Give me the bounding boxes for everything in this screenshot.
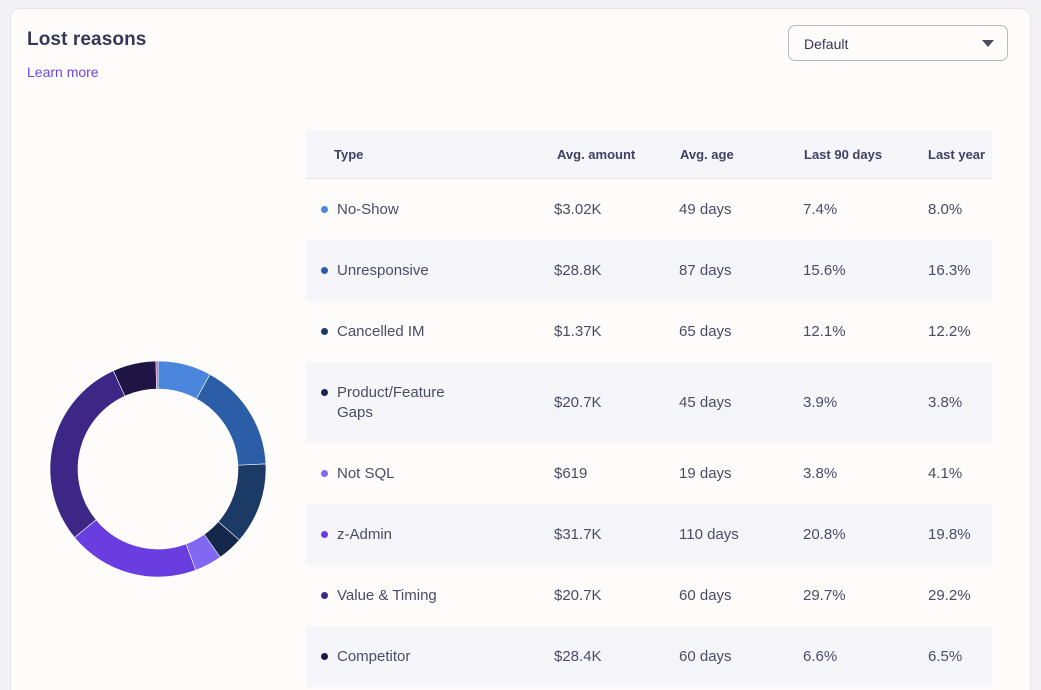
avg-amount-cell: $31.7K <box>554 526 602 543</box>
last-90-days-cell: 6.6% <box>803 648 838 665</box>
table-row[interactable]: No-Show $3.02K 49 days 7.4% 8.0% <box>306 179 992 240</box>
last-90-days-cell: 20.8% <box>803 526 846 543</box>
table-row[interactable]: Product/Feature Gaps $20.7K 45 days 3.9% 3.8… <box>306 362 992 443</box>
lost-reasons-donut-chart <box>49 360 267 578</box>
avg-amount-cell: $1.37K <box>554 323 602 340</box>
last-90-days-cell: 15.6% <box>803 262 846 279</box>
last-90-days-cell: 12.1% <box>803 323 846 340</box>
learn-more-link[interactable]: Learn more <box>27 64 99 80</box>
avg-amount-cell: $28.8K <box>554 262 602 279</box>
table-row[interactable]: Value & Timing $20.7K 60 days 29.7% 29.2% <box>306 565 992 626</box>
donut-slice-unresponsive[interactable] <box>196 373 267 466</box>
avg-amount-cell: $20.7K <box>554 394 602 411</box>
card-title: Lost reasons <box>27 29 147 50</box>
legend-dot-icon <box>321 206 328 213</box>
lost-reasons-card: Lost reasons Learn more Default Type Avg… <box>10 8 1031 690</box>
donut-slice-value-timing[interactable] <box>49 370 126 538</box>
table-row[interactable]: z-Admin $31.7K 110 days 20.8% 19.8% <box>306 504 992 565</box>
legend-dot-icon <box>321 470 328 477</box>
donut-slice-z-admin[interactable] <box>74 519 197 578</box>
type-label: Cancelled IM <box>337 323 425 340</box>
donut-slice-other[interactable] <box>155 360 159 390</box>
type-label: Unresponsive <box>337 262 429 279</box>
table-row[interactable]: Competitor $28.4K 60 days 6.6% 6.5% <box>306 626 992 687</box>
last-90-days-cell: 3.8% <box>803 465 838 482</box>
legend-dot-icon <box>321 389 328 396</box>
type-cell: Value & Timing <box>321 586 471 606</box>
header-last-90-days: Last 90 days <box>804 147 883 162</box>
avg-age-cell: 60 days <box>679 587 732 604</box>
avg-amount-cell: $28.4K <box>554 648 602 665</box>
view-select-value: Default <box>804 36 849 52</box>
caret-down-icon <box>982 40 994 47</box>
type-label: Value & Timing <box>337 587 437 604</box>
avg-age-cell: 65 days <box>679 323 732 340</box>
header-last-year: Last year <box>928 147 986 162</box>
last-year-cell: 8.0% <box>928 201 963 218</box>
last-90-days-cell: 7.4% <box>803 201 838 218</box>
table-row[interactable]: Cancelled IM $1.37K 65 days 12.1% 12.2% <box>306 301 992 362</box>
last-90-days-cell: 29.7% <box>803 587 846 604</box>
avg-age-cell: 49 days <box>679 201 732 218</box>
last-year-cell: 4.1% <box>928 465 963 482</box>
avg-age-cell: 19 days <box>679 465 732 482</box>
header-avg-age: Avg. age <box>680 147 734 162</box>
legend-dot-icon <box>321 653 328 660</box>
avg-age-cell: 60 days <box>679 648 732 665</box>
view-select[interactable]: Default <box>788 25 1008 61</box>
legend-dot-icon <box>321 531 328 538</box>
header-type: Type <box>334 147 364 162</box>
type-cell: Product/Feature Gaps <box>321 383 471 423</box>
type-cell: Not SQL <box>321 464 471 484</box>
type-cell: Cancelled IM <box>321 322 471 342</box>
last-year-cell: 16.3% <box>928 262 971 279</box>
lost-reasons-table: Type Avg. amount Avg. age Last 90 days L… <box>306 130 992 687</box>
type-cell: No-Show <box>321 200 471 220</box>
type-label: z-Admin <box>337 526 393 543</box>
table-body: No-Show $3.02K 49 days 7.4% 8.0% Unresponsive… <box>306 179 992 687</box>
legend-dot-icon <box>321 328 328 335</box>
table-header-row: Type Avg. amount Avg. age Last 90 days L… <box>306 130 992 179</box>
avg-amount-cell: $619 <box>554 465 588 482</box>
last-year-cell: 29.2% <box>928 587 971 604</box>
last-year-cell: 12.2% <box>928 323 971 340</box>
type-label: Product/Feature Gaps <box>337 384 445 421</box>
type-label: Competitor <box>337 648 411 665</box>
type-label: Not SQL <box>337 465 395 482</box>
legend-dot-icon <box>321 592 328 599</box>
last-90-days-cell: 3.9% <box>803 394 838 411</box>
last-year-cell: 19.8% <box>928 526 971 543</box>
avg-amount-cell: $3.02K <box>554 201 602 218</box>
avg-age-cell: 87 days <box>679 262 732 279</box>
header-avg-amount: Avg. amount <box>557 147 636 162</box>
table-row[interactable]: Not SQL $619 19 days 3.8% 4.1% <box>306 443 992 504</box>
last-year-cell: 6.5% <box>928 648 963 665</box>
table-row[interactable]: Unresponsive $28.8K 87 days 15.6% 16.3% <box>306 240 992 301</box>
type-cell: Unresponsive <box>321 261 471 281</box>
type-cell: z-Admin <box>321 525 471 545</box>
type-label: No-Show <box>337 201 399 218</box>
last-year-cell: 3.8% <box>928 394 963 411</box>
avg-amount-cell: $20.7K <box>554 587 602 604</box>
legend-dot-icon <box>321 267 328 274</box>
avg-age-cell: 110 days <box>679 526 739 543</box>
avg-age-cell: 45 days <box>679 394 732 411</box>
type-cell: Competitor <box>321 647 471 667</box>
